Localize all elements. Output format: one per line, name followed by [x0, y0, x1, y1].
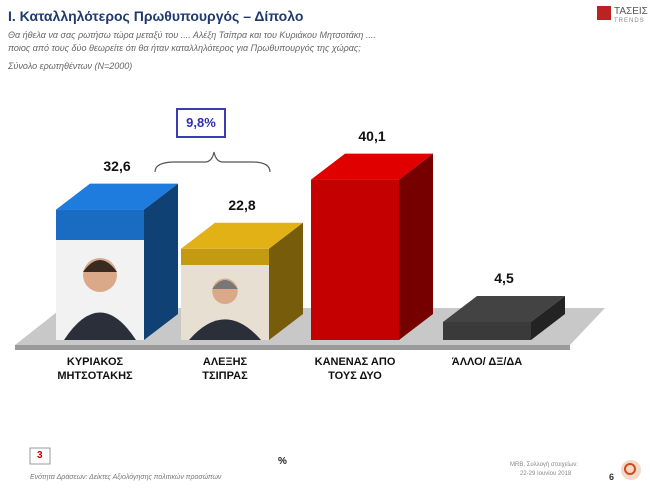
bar-top — [56, 183, 178, 210]
page-number: 6 — [609, 472, 615, 482]
sample-note: Σύνολο ερωτηθέντων (N=2000) — [8, 61, 133, 71]
section-box — [29, 447, 51, 465]
value-label: 4,5 — [494, 270, 514, 286]
photo-person-hair — [212, 280, 238, 289]
bar-top — [443, 296, 565, 322]
bar-side — [531, 296, 565, 340]
value-label: 32,6 — [103, 157, 131, 174]
photo-person-hair — [83, 260, 117, 272]
photo-person — [64, 312, 136, 340]
zoom-icon-lens — [624, 463, 636, 475]
bar-top — [181, 222, 303, 249]
logo-mark — [597, 6, 611, 20]
bar-top — [311, 153, 433, 180]
source-text: 22-29 Ιουνίου 2018 — [520, 471, 572, 477]
x-tick-label: ΆΛΛΟ/ ΔΞ/ΔΑ — [451, 356, 523, 368]
zoom-icon — [621, 460, 641, 480]
bar-side — [269, 222, 303, 340]
value-label: 22,8 — [228, 196, 256, 213]
logo-text: ΤΑΣΕΙΣ — [614, 6, 648, 17]
bar-side — [399, 153, 433, 340]
annotation: 9,8% — [176, 108, 226, 138]
x-tick-label: ΑΛΕΞΗΣ ΤΣΙΠΡΑΣ — [202, 356, 248, 382]
bar-side — [144, 183, 178, 340]
bracket — [154, 151, 271, 173]
value-label: 40,1 — [358, 127, 386, 144]
footer-text: Ενότητα Δράσεων: Δείκτες Αξιολόγησης πολ… — [30, 474, 222, 481]
floor-edge — [15, 345, 570, 350]
subtitle: Θα ήθελα να σας ρωτήσω τώρα μεταξύ του .… — [8, 30, 376, 40]
x-tick-label: ΚΑΝΕΝΑΣ ΑΠΟ ΤΟΥΣ ΔΥΟ — [314, 356, 396, 382]
chart-title: Ι. Καταλληλότερος Πρωθυπουργός – Δίπολο — [8, 8, 304, 24]
unit-label: % — [278, 456, 287, 467]
logo-text: TRENDS — [614, 18, 645, 24]
bar — [443, 322, 531, 340]
subtitle: ποιος από τους δύο θεωρείτε ότι θα ήταν … — [8, 43, 361, 53]
section-number: 3 — [37, 450, 43, 461]
bar — [311, 179, 399, 340]
x-tick-label: ΚΥΡΙΑΚΟΣ ΜΗΤΣΟΤΑΚΗΣ — [57, 356, 133, 382]
source-text: MRB, Συλλογή στοιχείων: — [510, 462, 579, 468]
photo-person — [189, 319, 261, 340]
